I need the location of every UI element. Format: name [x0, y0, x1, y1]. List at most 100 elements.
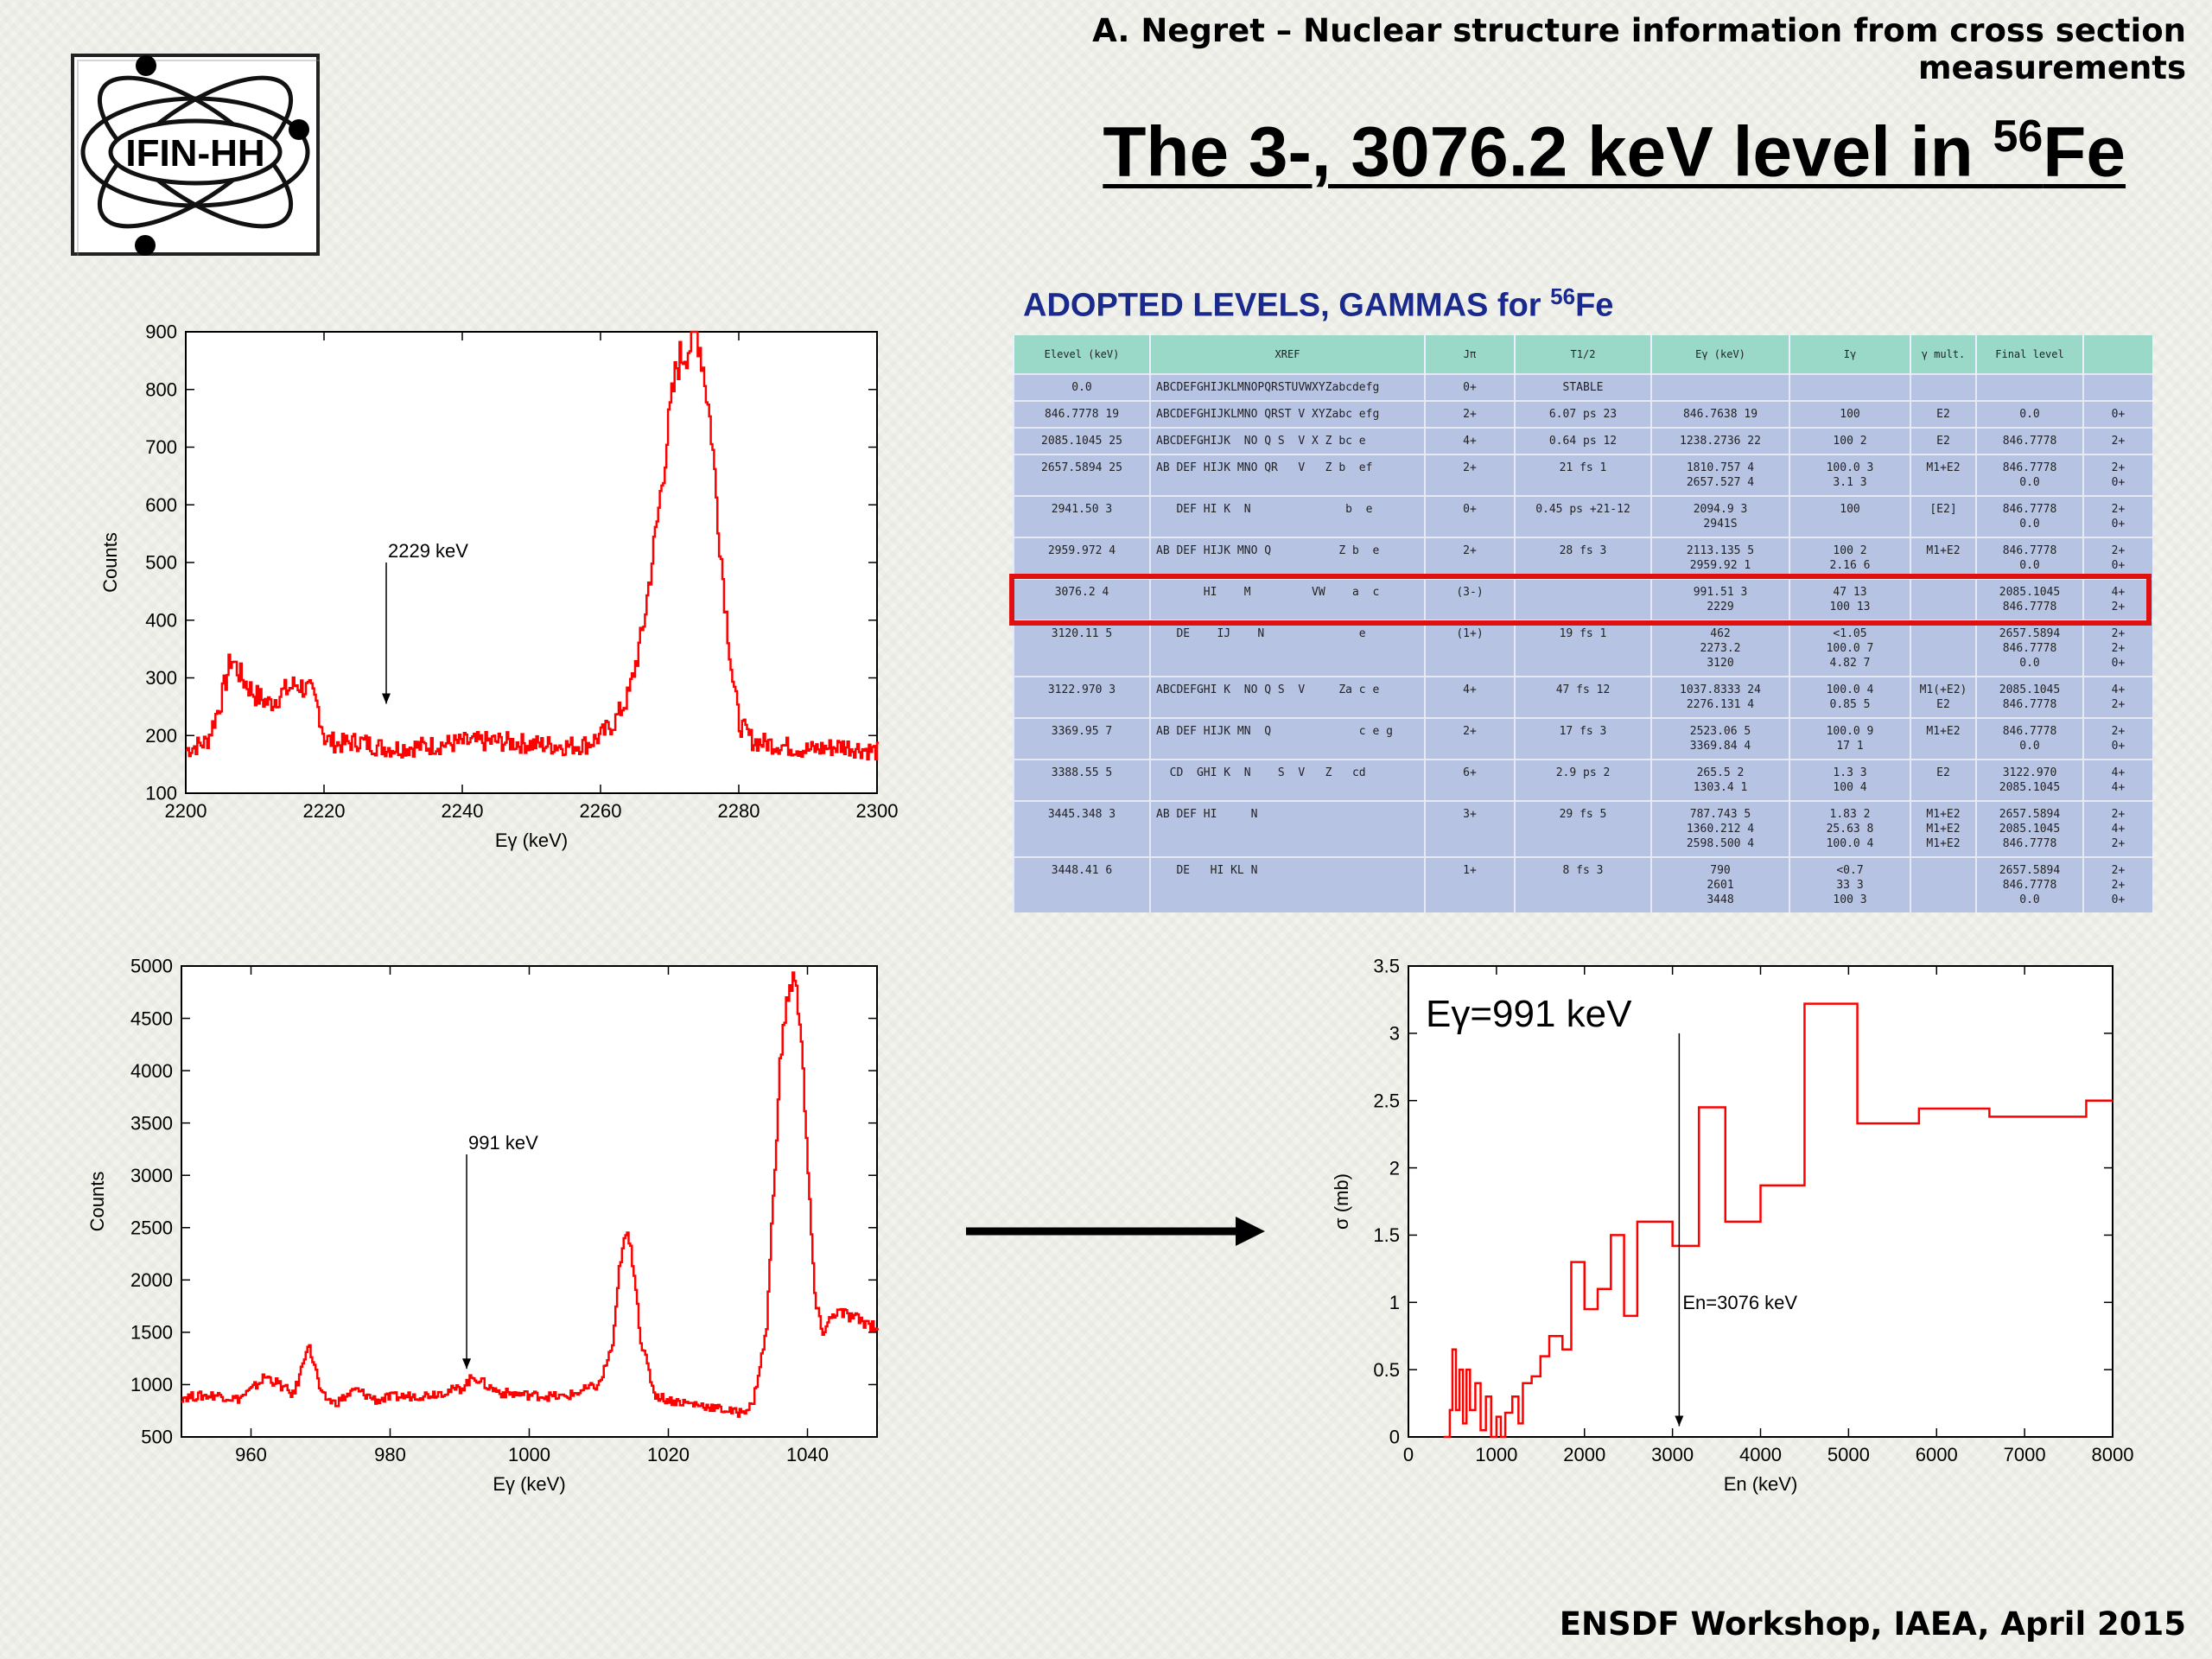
x-tick-label: 6000: [1916, 1444, 1958, 1465]
table-row: 3120.11 5 DE IJ N e (1+) 19 fs 1 462 2273.2…: [1013, 619, 2152, 677]
ensdf-levels-table: Elevel (keV) XREF Jπ T1/2 Eγ (keV) Iγ γ mult. F…: [1013, 334, 2152, 912]
table-cell: AB DEF HI N: [1149, 799, 1425, 857]
table-cell: 100 2: [1789, 426, 1910, 454]
table-row: 3445.348 3 AB DEF HI N 3+ 29 fs 5 787.743 5 …: [1013, 799, 2152, 857]
table-row: 2959.972 4 AB DEF HIJK MNO Q Z b e 2+ 28 fs…: [1013, 536, 2152, 579]
y-tick-label: 4500: [130, 1007, 173, 1029]
table-cell: AB DEF HIJK MN Q c e g: [1149, 716, 1425, 760]
table-cell: 0.64 ps 12: [1514, 426, 1651, 454]
table-cell: 21 fs 1: [1514, 453, 1651, 496]
table-cell: ABCDEFGHIJKLMNO QRST V XYZabc efg: [1149, 399, 1425, 428]
y-tick-label: 3.5: [1373, 956, 1400, 977]
x-tick-label: 1000: [508, 1444, 550, 1465]
table-cell: 0+: [1424, 494, 1515, 537]
neutron-energy-label: En=3076 keV: [1682, 1292, 1797, 1313]
table-cell: [E2]: [1910, 494, 1976, 537]
y-tick-label: 2.5: [1373, 1090, 1400, 1111]
x-tick-label: 1000: [1475, 1444, 1517, 1465]
table-cell: 1810.757 4 2657.527 4: [1650, 453, 1789, 496]
table-cell: 3122.970 2085.1045: [1975, 758, 2083, 801]
table-cell: [1910, 372, 1976, 401]
table-cell: 3076.2 4: [1013, 577, 1150, 620]
x-tick-label: 2300: [856, 800, 899, 822]
table-cell: 846.7778 19: [1013, 399, 1150, 428]
table-cell: ABCDEFGHI K NO Q S V Za c e: [1149, 675, 1425, 718]
table-cell: 2+: [1424, 716, 1515, 760]
ensdf-title: ADOPTED LEVELS, GAMMAS for 56Fe: [1023, 283, 2153, 325]
table-cell: 1+: [1424, 855, 1515, 912]
table-row: 3448.41 6 DE HI KL N 1+ 8 fs 3 790 2601 344…: [1013, 855, 2152, 912]
table-cell: 1.83 2 25.63 8 100.0 4: [1789, 799, 1910, 857]
table-cell: E2: [1910, 399, 1976, 428]
table-cell: 8 fs 3: [1514, 855, 1651, 912]
table-cell: 2+ 0+: [2082, 536, 2152, 579]
table-cell: 2+ 0+: [2082, 453, 2152, 496]
table-cell: HI M VW a c: [1149, 577, 1425, 620]
y-axis-label: Counts: [86, 1172, 108, 1232]
table-cell: 2085.1045 846.7778: [1975, 577, 2083, 620]
table-header-cell: [2082, 334, 2152, 374]
table-cell: 846.7778: [1975, 426, 2083, 454]
x-tick-label: 2000: [1563, 1444, 1605, 1465]
table-row: 2085.1045 25 ABCDEFGHIJK NO Q S V X Z bc …: [1013, 426, 2152, 454]
x-tick-label: 980: [374, 1444, 406, 1465]
table-cell: 3120.11 5: [1013, 619, 1150, 677]
table-cell: 0+: [2082, 399, 2152, 428]
table-cell: [1910, 619, 1976, 677]
y-tick-label: 400: [145, 609, 177, 631]
table-cell: E2: [1910, 758, 1976, 801]
table-cell: 2+ 0+: [2082, 716, 2152, 760]
table-cell: 2523.06 5 3369.84 4: [1650, 716, 1789, 760]
slide-title: The 3-, 3076.2 keV level in 56Fe: [1002, 111, 2126, 193]
table-cell: (3-): [1424, 577, 1515, 620]
table-cell: 265.5 2 1303.4 1: [1650, 758, 1789, 801]
x-tick-label: 2240: [442, 800, 484, 822]
table-row: 2657.5894 25 AB DEF HIJK MNO QR V Z b ef 2…: [1013, 453, 2152, 496]
table-cell: 2+: [1424, 453, 1515, 496]
table-cell: [1650, 372, 1789, 401]
table-cell: 2.9 ps 2: [1514, 758, 1651, 801]
x-tick-label: 8000: [2092, 1444, 2134, 1465]
table-cell: 846.7778 0.0: [1975, 453, 2083, 496]
y-tick-label: 1500: [130, 1322, 173, 1344]
y-tick-label: 3000: [130, 1165, 173, 1186]
table-cell: 790 2601 3448: [1650, 855, 1789, 912]
gamma-energy-label: Eγ=991 keV: [1426, 993, 1632, 1035]
table-cell: 3122.970 3: [1013, 675, 1150, 718]
x-tick-label: 1040: [786, 1444, 829, 1465]
table-cell: 0+: [1424, 372, 1515, 401]
table-cell: 3369.95 7: [1013, 716, 1150, 760]
table-cell: DE HI KL N: [1149, 855, 1425, 912]
table-cell: 100: [1789, 494, 1910, 537]
y-axis-label: σ (mb): [1331, 1173, 1352, 1230]
table-row: 3122.970 3 ABCDEFGHI K NO Q S V Za c e 4+ 4…: [1013, 675, 2152, 718]
table-cell: 2941.50 3: [1013, 494, 1150, 537]
table-cell: 2+ 2+ 0+: [2082, 619, 2152, 677]
table-cell: 2+ 4+ 2+: [2082, 799, 2152, 857]
table-cell: M1+E2: [1910, 536, 1976, 579]
ensdf-title-element: Fe: [1575, 287, 1614, 324]
table-cell: 2657.5894 2085.1045 846.7778: [1975, 799, 2083, 857]
y-tick-label: 5000: [130, 956, 173, 977]
table-cell: 100.0 4 0.85 5: [1789, 675, 1910, 718]
y-tick-label: 200: [145, 725, 177, 747]
table-cell: 3445.348 3: [1013, 799, 1150, 857]
cross-section-svg: 0 1000 2000 3000 4000 5000 6000 7000 8000 0 0.5 1 1.…: [1331, 956, 2134, 1495]
x-tick-label: 0: [1403, 1444, 1414, 1465]
y-tick-label: 3500: [130, 1112, 173, 1134]
table-cell: 2+: [2082, 426, 2152, 454]
x-tick-label: 5000: [1827, 1444, 1870, 1465]
annotation-arrowhead: [382, 693, 391, 704]
table-cell: 2+: [1424, 536, 1515, 579]
y-tick-label: 100: [145, 783, 177, 804]
table-header-cell: T1/2: [1514, 334, 1651, 374]
table-cell: 6+: [1424, 758, 1515, 801]
table-cell: (1+): [1424, 619, 1515, 677]
table-cell: STABLE: [1514, 372, 1651, 401]
table-cell: 1.3 3 100 4: [1789, 758, 1910, 801]
table-cell: DE IJ N e: [1149, 619, 1425, 677]
y-tick-label: 300: [145, 667, 177, 689]
slide-title-mass-number: 56: [1993, 111, 2044, 162]
table-cell: 1037.8333 24 2276.131 4: [1650, 675, 1789, 718]
